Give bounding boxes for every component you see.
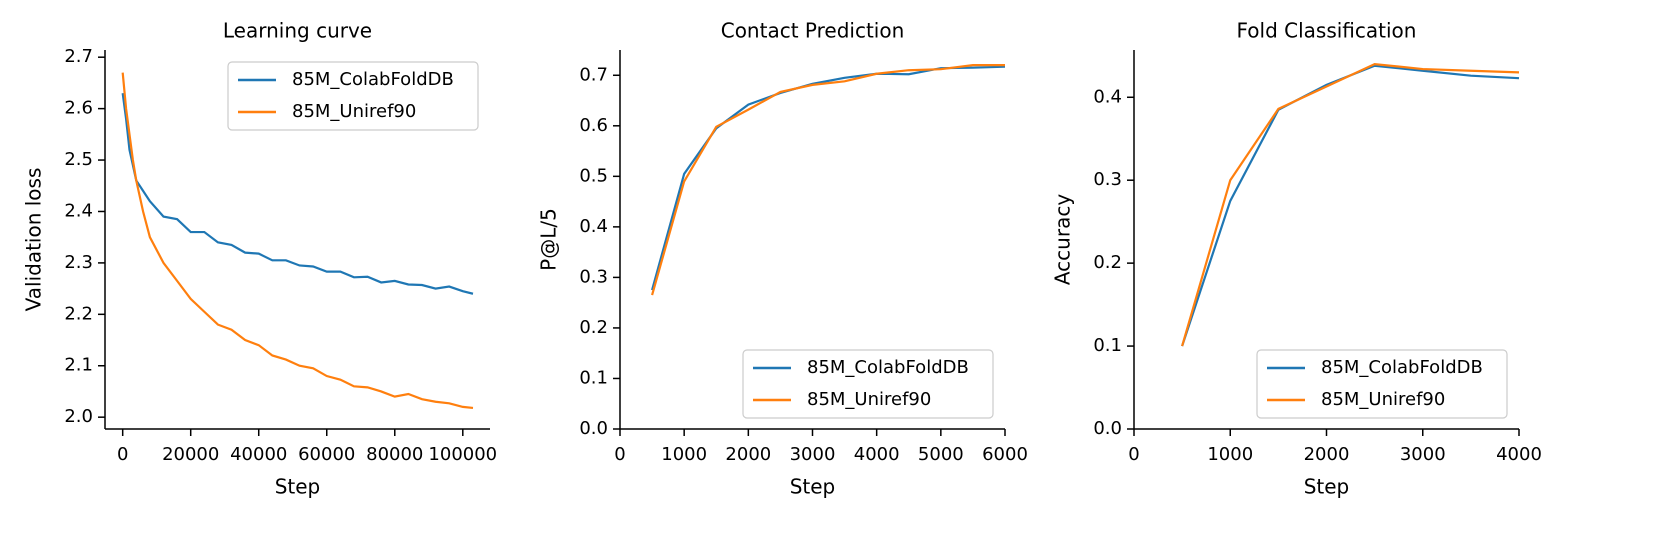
x-tick-label: 5000 — [918, 444, 964, 465]
x-tick-label: 6000 — [982, 444, 1028, 465]
y-tick-label: 0.5 — [579, 165, 608, 186]
y-axis-label: P@L/5 — [537, 208, 561, 271]
y-tick-label: 2.2 — [64, 303, 93, 324]
x-tick-label: 3000 — [1400, 444, 1446, 465]
y-tick-label: 0.4 — [579, 216, 608, 237]
x-tick-label: 40000 — [230, 444, 287, 465]
legend-box — [742, 349, 994, 419]
chart-title: Learning curve — [223, 19, 372, 43]
legend-label: 85M_ColabFoldDB — [1321, 357, 1483, 378]
y-tick-label: 0.0 — [1093, 418, 1122, 439]
y-tick-label: 0.3 — [579, 266, 608, 287]
x-tick-label: 80000 — [366, 444, 423, 465]
y-tick-label: 0.3 — [1093, 169, 1122, 190]
x-tick-label: 60000 — [298, 444, 355, 465]
x-axis-label: Step — [1304, 475, 1350, 499]
y-tick-label: 2.6 — [64, 98, 93, 119]
data-line — [121, 72, 474, 410]
data-line — [1181, 62, 1520, 347]
x-tick-label: 20000 — [162, 444, 219, 465]
x-tick-label: 0 — [117, 444, 128, 465]
y-tick-label: 0.1 — [579, 367, 608, 388]
y-tick-label: 0.1 — [1093, 335, 1122, 356]
y-axis-label: Accuracy — [1051, 194, 1075, 285]
data-line — [651, 65, 1006, 291]
x-tick-label: 4000 — [1496, 444, 1542, 465]
y-tick-label: 2.1 — [64, 355, 93, 376]
y-tick-label: 0.6 — [579, 115, 608, 136]
x-axis-label: Step — [275, 475, 321, 499]
x-tick-label: 3000 — [790, 444, 836, 465]
legend-label: 85M_Uniref90 — [807, 389, 931, 410]
data-line — [1181, 64, 1520, 347]
chart-title: Fold Classification — [1237, 19, 1417, 43]
y-tick-label: 0.4 — [1093, 86, 1122, 107]
x-axis-label: Step — [790, 475, 836, 499]
y-tick-label: 2.5 — [64, 149, 93, 170]
x-tick-label: 2000 — [1304, 444, 1350, 465]
y-tick-label: 0.7 — [579, 64, 608, 85]
y-tick-label: 2.7 — [64, 46, 93, 67]
y-tick-label: 0.0 — [579, 418, 608, 439]
legend-label: 85M_Uniref90 — [1321, 389, 1445, 410]
legend-box — [227, 61, 479, 131]
chart-title: Contact Prediction — [721, 19, 905, 43]
legend-box — [1256, 349, 1508, 419]
legend-label: 85M_ColabFoldDB — [807, 357, 969, 378]
x-tick-label: 100000 — [428, 444, 497, 465]
y-tick-label: 0.2 — [1093, 252, 1122, 273]
legend-label: 85M_ColabFoldDB — [292, 69, 454, 90]
y-tick-label: 2.4 — [64, 200, 93, 221]
y-axis-label: Validation loss — [22, 168, 46, 312]
x-tick-label: 1000 — [661, 444, 707, 465]
x-tick-label: 1000 — [1207, 444, 1253, 465]
y-tick-label: 2.3 — [64, 252, 93, 273]
x-tick-label: 4000 — [854, 444, 900, 465]
x-tick-label: 0 — [614, 444, 625, 465]
data-line — [121, 93, 474, 295]
y-tick-label: 2.0 — [64, 406, 93, 427]
y-tick-label: 0.2 — [579, 317, 608, 338]
x-tick-label: 2000 — [725, 444, 771, 465]
x-tick-label: 0 — [1128, 444, 1139, 465]
legend-label: 85M_Uniref90 — [292, 101, 416, 122]
data-line — [651, 64, 1005, 296]
